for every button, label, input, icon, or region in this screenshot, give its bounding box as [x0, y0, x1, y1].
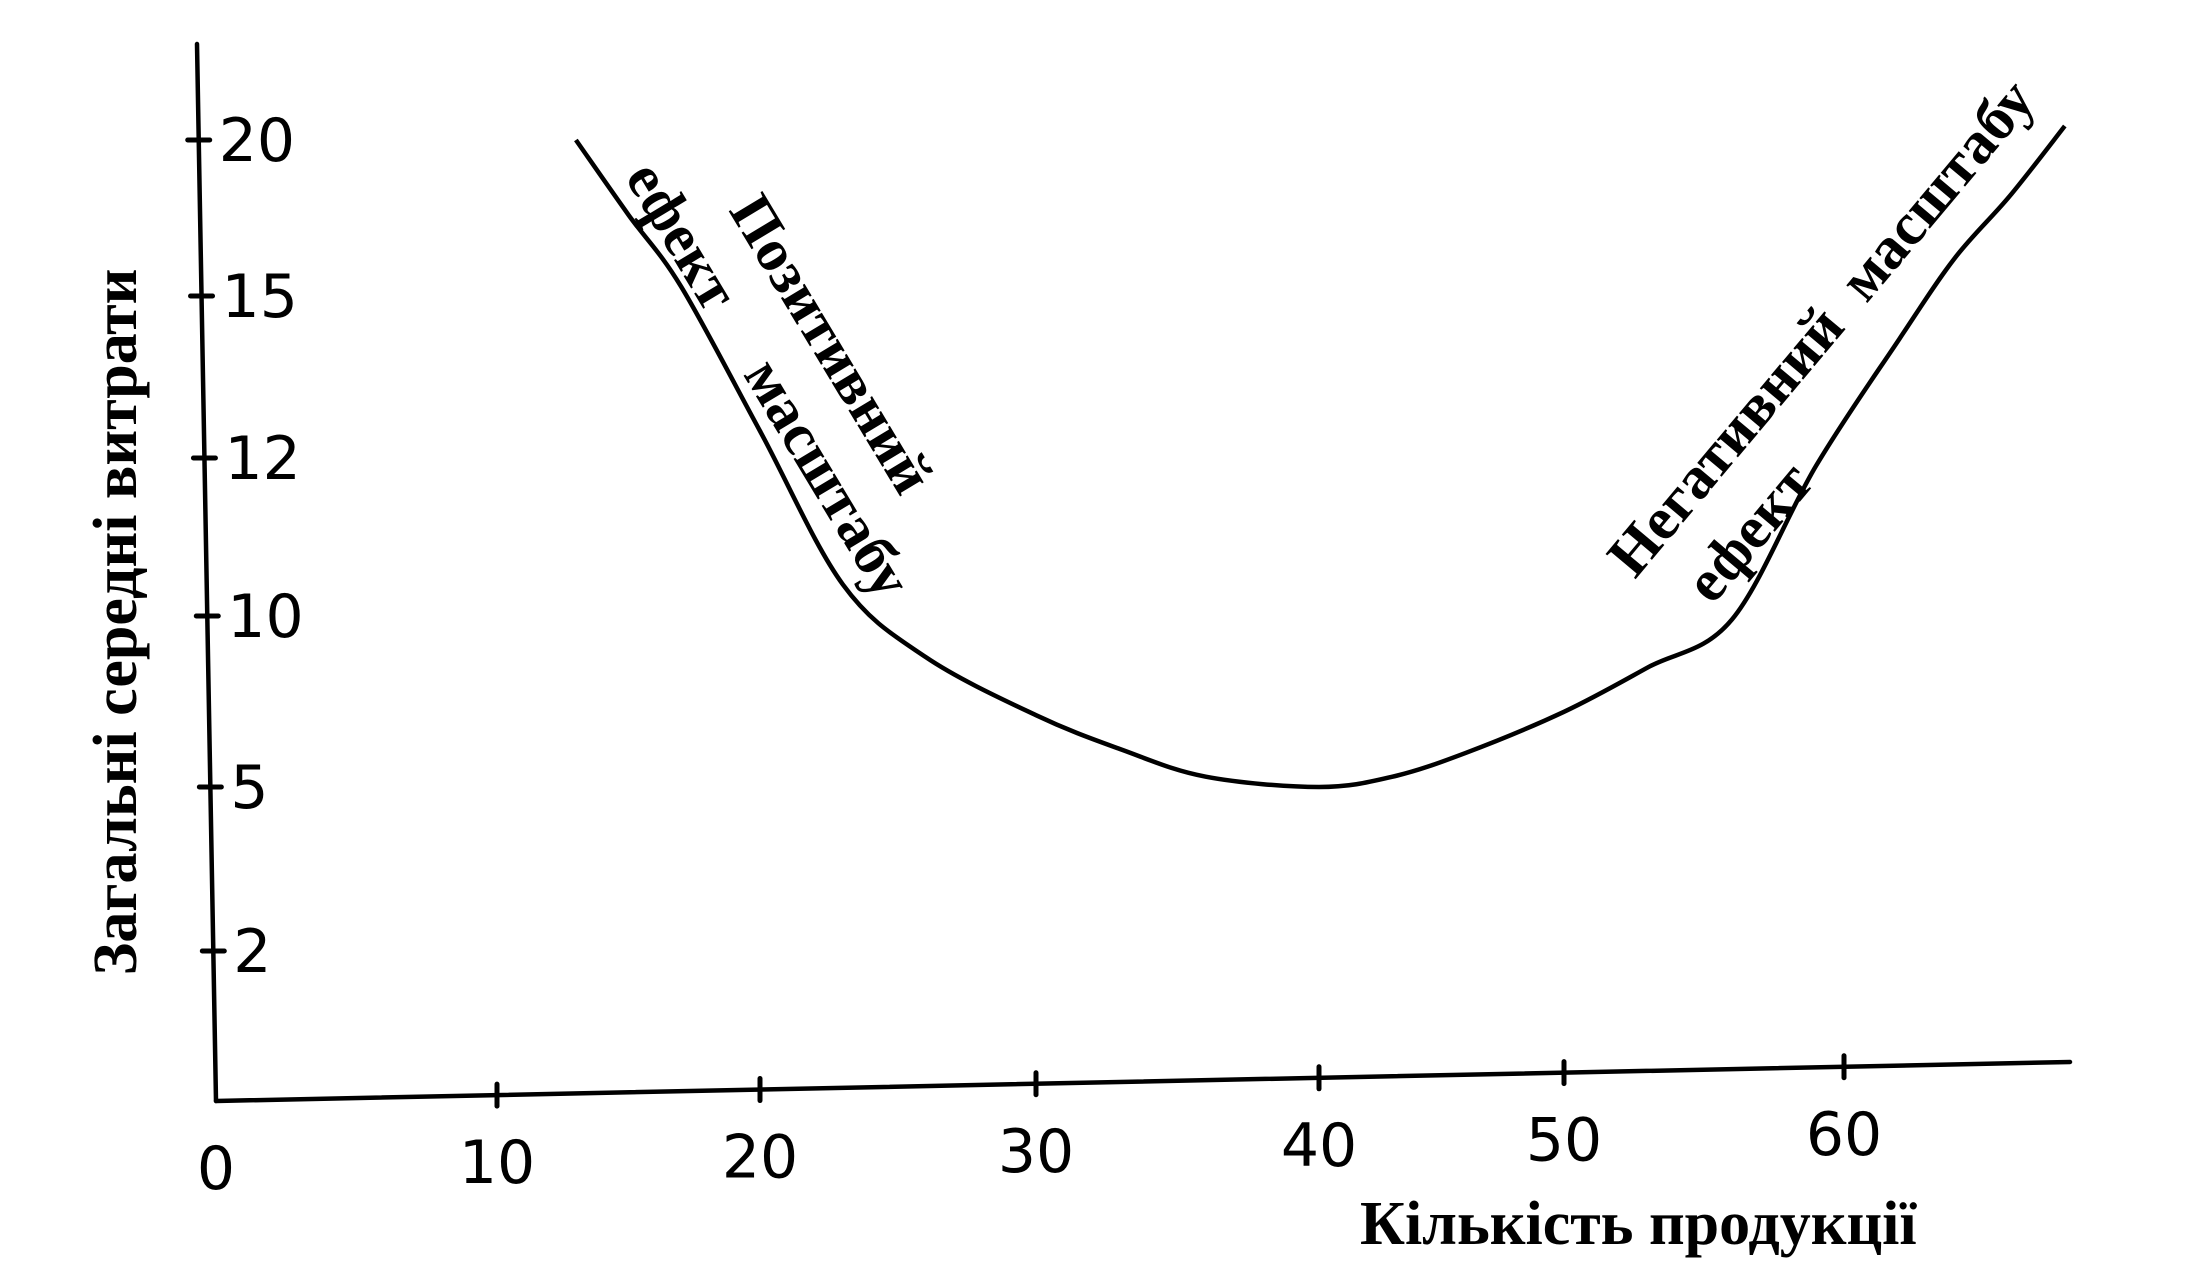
y-tick-label: 2	[233, 917, 271, 987]
x-axis-line	[213, 1059, 2073, 1104]
x-tick-label: 50	[1526, 1106, 1602, 1176]
x-tick-label: 40	[1281, 1111, 1357, 1181]
y-tick-label: 12	[224, 424, 300, 494]
x-axis-title: Кількість продукції	[1360, 1190, 1917, 1258]
x-tick-label: 10	[459, 1128, 535, 1198]
y-tick-label: 10	[227, 582, 303, 652]
x-tick-label: 60	[1806, 1100, 1882, 1170]
y-axis-title: Загальні середні витрати	[82, 269, 150, 976]
y-tick-label: 5	[230, 753, 268, 823]
negative-scale-effect-label: Негативний масштабу ефект	[1594, 67, 2047, 615]
x-tick-label: 30	[998, 1117, 1074, 1187]
positive-scale-effect-label: Позитивний ефект масштабу	[613, 150, 946, 609]
average-cost-curve	[574, 124, 2067, 790]
y-axis-line	[194, 41, 219, 1104]
y-tick-label: 20	[219, 106, 295, 176]
x-tick-label: 20	[722, 1123, 798, 1193]
y-tick-label: 15	[222, 262, 298, 332]
axes	[194, 41, 2073, 1104]
x-tick-label: 0	[197, 1134, 235, 1204]
y-ticks: 2 5 10 12 15 20	[185, 106, 304, 987]
x-ticks: 0 10 20 30 40 50 60	[197, 1053, 1882, 1204]
